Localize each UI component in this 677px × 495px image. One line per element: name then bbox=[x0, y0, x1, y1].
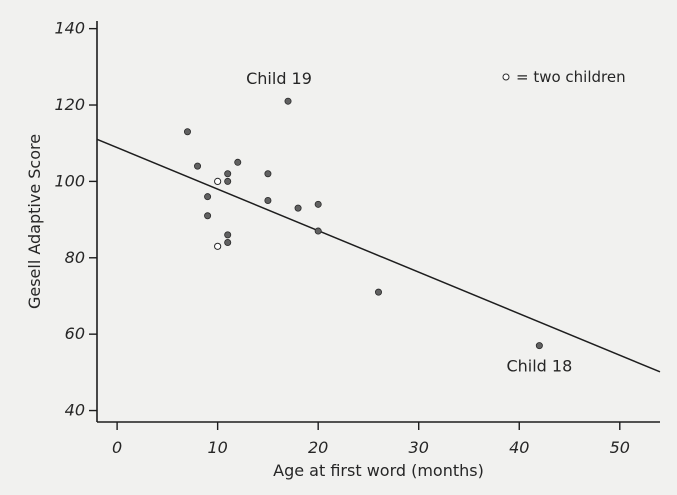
data-point-0-14 bbox=[314, 227, 322, 235]
axes: 40 60 80 100 120 140 0 10 20 30 40 50 Age at first w… bbox=[25, 19, 660, 480]
x-tick-label-20: 20 bbox=[308, 438, 328, 457]
legend-open-circle-icon bbox=[502, 73, 510, 81]
x-tick-label-50: 50 bbox=[610, 438, 630, 457]
y-tick-label-80: 80 bbox=[65, 248, 85, 267]
data-point-0-6 bbox=[224, 231, 232, 239]
data-point-0-3 bbox=[204, 212, 212, 220]
data-point-0-16 bbox=[535, 342, 543, 350]
x-tick-label-10: 10 bbox=[207, 438, 227, 457]
y-tick-label-100: 100 bbox=[54, 171, 85, 190]
data-point-0-5 bbox=[224, 177, 232, 185]
data-point-0-13 bbox=[314, 200, 322, 208]
data-point-0-4 bbox=[224, 170, 232, 178]
annotation-child-19: Child 19 bbox=[246, 69, 312, 88]
regression-line bbox=[96, 138, 661, 373]
data-point-0-8 bbox=[234, 158, 242, 166]
data-point-0-12 bbox=[294, 204, 302, 212]
data-point-0-7 bbox=[224, 239, 232, 247]
open-point-1-1 bbox=[214, 242, 222, 250]
y-tick-label-40: 40 bbox=[65, 401, 85, 420]
data-point-0-1 bbox=[194, 162, 202, 170]
data-point-0-2 bbox=[204, 193, 212, 201]
legend-label: = two children bbox=[516, 68, 626, 86]
y-tick-label-60: 60 bbox=[65, 324, 85, 343]
y-tick-label-140: 140 bbox=[54, 19, 85, 38]
x-axis-title: Age at first word (months) bbox=[273, 461, 484, 480]
data-point-0-11 bbox=[284, 97, 292, 105]
legend: = two children bbox=[502, 68, 626, 86]
data-point-0-15 bbox=[374, 288, 382, 296]
data-point-0-9 bbox=[264, 170, 272, 178]
data-points bbox=[183, 97, 543, 350]
data-point-0-10 bbox=[264, 196, 272, 204]
y-axis-title: Gesell Adaptive Score bbox=[25, 134, 44, 309]
data-point-0-0 bbox=[183, 128, 191, 136]
annotations: Child 19 Child 18 bbox=[246, 69, 572, 375]
x-tick-label-40: 40 bbox=[509, 438, 529, 457]
annotation-child-18: Child 18 bbox=[506, 357, 572, 376]
y-tick-label-120: 120 bbox=[54, 95, 85, 114]
open-point-1-0 bbox=[214, 177, 222, 185]
fit-line-group bbox=[96, 138, 661, 373]
x-tick-label-30: 30 bbox=[409, 438, 429, 457]
x-tick-label-0: 0 bbox=[112, 438, 122, 457]
